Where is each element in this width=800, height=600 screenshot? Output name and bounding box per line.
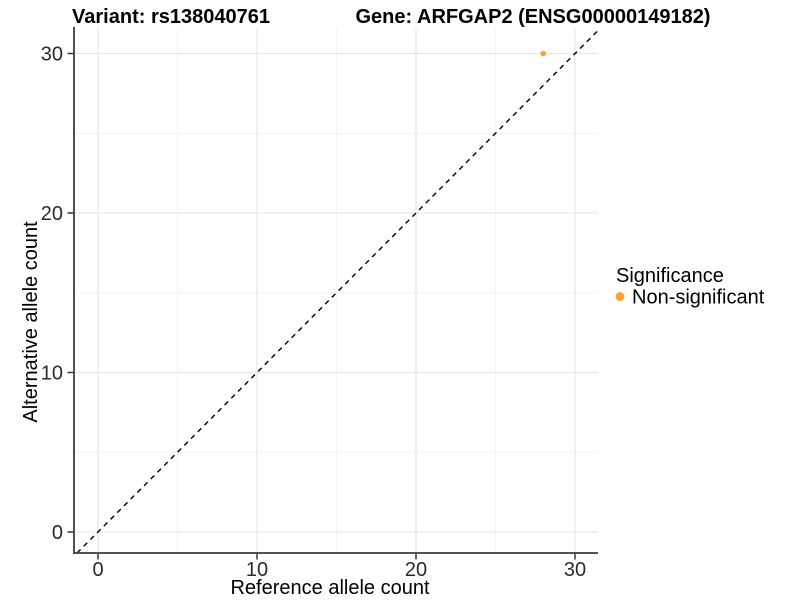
x-tick-20: 20 [405,559,427,581]
y-axis-tick-labels: 0 10 20 30 [41,44,63,545]
y-axis-title: Alternative allele count [20,221,42,423]
legend: Significance Non-significant [615,265,765,309]
grid-major-lines [74,28,598,553]
gene-title: Gene: ARFGAP2 (ENSG00000149182) [356,6,711,28]
x-axis-tick-labels: 0 10 20 30 [92,559,586,581]
identity-reference-line [76,30,599,554]
legend-entry-label: Non-significant [632,287,765,309]
x-tick-10: 10 [246,559,268,581]
legend-key-dot-icon [615,292,625,301]
y-tick-0: 0 [52,522,63,544]
x-axis-tick-marks [97,553,576,560]
x-tick-0: 0 [92,559,103,581]
y-tick-30: 30 [41,44,63,66]
data-point-non-significant [540,50,547,57]
legend-title: Significance [616,265,724,287]
variant-title: Variant: rs138040761 [72,6,270,28]
y-tick-10: 10 [41,363,63,385]
y-axis-tick-marks [67,52,74,533]
grid-minor-lines [74,28,598,553]
x-axis-title: Reference allele count [230,577,429,599]
y-tick-20: 20 [41,203,63,225]
x-tick-30: 30 [564,559,586,581]
